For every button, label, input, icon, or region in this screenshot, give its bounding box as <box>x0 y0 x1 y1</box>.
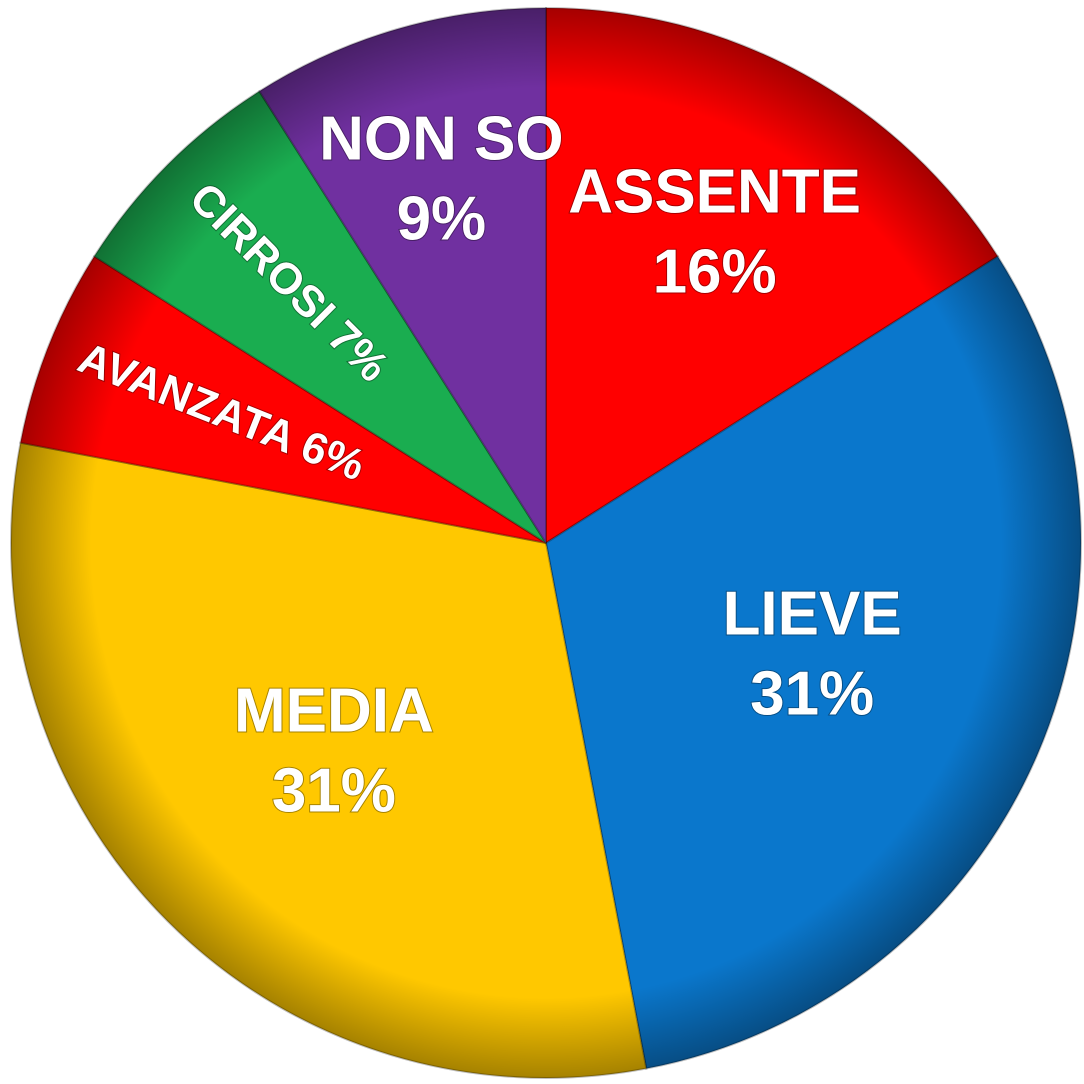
value-label: 16% <box>653 238 777 307</box>
category-label: MEDIA <box>234 677 434 746</box>
value-label: 9% <box>397 184 487 253</box>
category-label: LIEVE <box>723 580 902 649</box>
category-label: NON SO <box>319 104 564 173</box>
value-label: 31% <box>272 757 396 826</box>
category-label: ASSENTE <box>568 158 861 227</box>
value-label: 31% <box>750 660 874 729</box>
